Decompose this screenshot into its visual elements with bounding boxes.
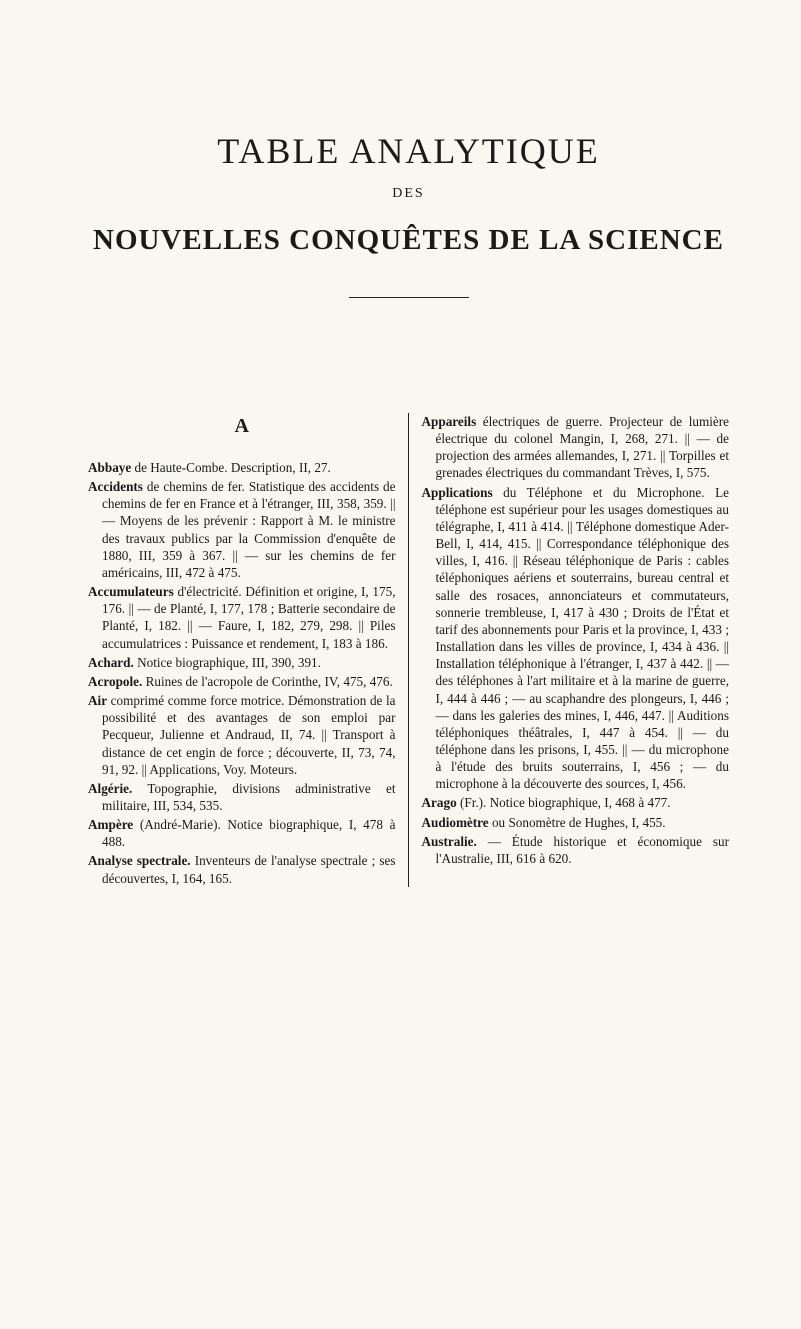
index-entry-head: Arago xyxy=(422,795,457,810)
index-entry-head: Acropole. xyxy=(88,674,142,689)
index-entry-head: Australie. xyxy=(422,834,477,849)
index-columns: A Abbaye de Haute-Combe. Description, II… xyxy=(88,413,729,887)
index-entry: Analyse spectrale. Inventeurs de l'analy… xyxy=(88,852,396,886)
index-entry: Accumulateurs d'électricité. Définition … xyxy=(88,583,396,652)
page-subtitle: DES xyxy=(88,186,729,202)
index-entry: Acropole. Ruines de l'acropole de Corint… xyxy=(88,673,396,690)
page-title-2: NOUVELLES CONQUÊTES DE LA SCIENCE xyxy=(88,224,729,257)
index-entry-head: Algérie. xyxy=(88,781,132,796)
index-entry-head: Analyse spectrale. xyxy=(88,853,191,868)
index-entry-head: Achard. xyxy=(88,655,134,670)
page-title-1: TABLE ANALYTIQUE xyxy=(88,130,729,172)
index-entry-body: du Téléphone et du Microphone. Le téléph… xyxy=(436,485,730,792)
index-entry: Arago (Fr.). Notice biographique, I, 468… xyxy=(422,794,730,811)
index-entry: Appareils électriques de guerre. Project… xyxy=(422,413,730,482)
index-entry-body: de Haute-Combe. Description, II, 27. xyxy=(131,460,331,475)
index-entry-head: Air xyxy=(88,693,107,708)
index-entry: Achard. Notice biographique, III, 390, 3… xyxy=(88,654,396,671)
index-entry-body: — Étude historique et économique sur l'A… xyxy=(436,834,730,866)
index-entry: Australie. — Étude historique et économi… xyxy=(422,833,730,867)
index-entry-body: de chemins de fer. Statistique des accid… xyxy=(102,479,396,580)
index-entry-head: Ampère xyxy=(88,817,133,832)
index-entry-body: comprimé comme force motrice. Démonstrat… xyxy=(102,693,396,777)
page: TABLE ANALYTIQUE DES NOUVELLES CONQUÊTES… xyxy=(0,0,801,1329)
index-entry-head: Abbaye xyxy=(88,460,131,475)
index-entry-head: Appareils xyxy=(422,414,477,429)
index-entry-head: Applications xyxy=(422,485,493,500)
index-entry: Algérie. Topographie, divisions administ… xyxy=(88,780,396,814)
index-entry: Accidents de chemins de fer. Statistique… xyxy=(88,478,396,581)
index-entry: Ampère (André-Marie). Notice biographiqu… xyxy=(88,816,396,850)
index-entry-body: (Fr.). Notice biographique, I, 468 à 477… xyxy=(457,795,671,810)
index-entry-head: Accumulateurs xyxy=(88,584,174,599)
horizontal-rule xyxy=(88,285,729,303)
section-letter: A xyxy=(88,413,396,439)
index-entry-body: Ruines de l'acropole de Corinthe, IV, 47… xyxy=(142,674,392,689)
index-entry-body: Topographie, divisions administrative et… xyxy=(102,781,396,813)
index-entry-body: Notice biographique, III, 390, 391. xyxy=(134,655,321,670)
index-entry-body: (André-Marie). Notice biographique, I, 4… xyxy=(102,817,396,849)
index-entry-head: Accidents xyxy=(88,479,143,494)
index-entry: Audiomètre ou Sonomètre de Hughes, I, 45… xyxy=(422,814,730,831)
index-entry-body: électriques de guerre. Projecteur de lum… xyxy=(436,414,730,480)
index-entry: Air comprimé comme force motrice. Démons… xyxy=(88,692,396,778)
index-entry: Abbaye de Haute-Combe. Description, II, … xyxy=(88,459,396,476)
index-entry-body: ou Sonomètre de Hughes, I, 455. xyxy=(489,815,666,830)
index-entry: Applications du Téléphone et du Micropho… xyxy=(422,484,730,793)
index-entry-head: Audiomètre xyxy=(422,815,489,830)
